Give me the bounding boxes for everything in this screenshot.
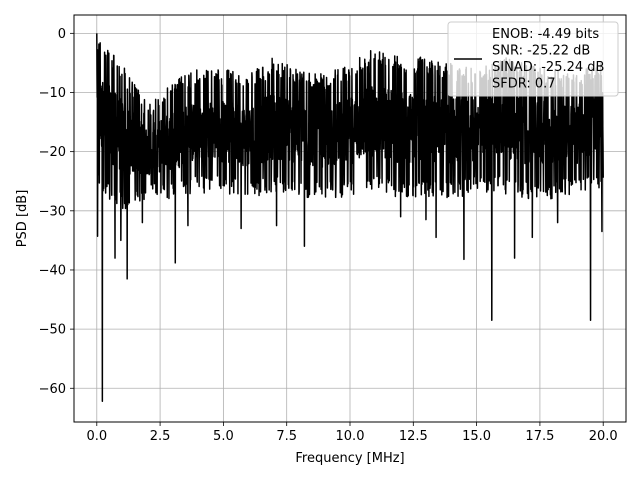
legend-entry-enob: ENOB: -4.49 bits (492, 27, 599, 42)
psd-trace-line (96, 33, 604, 403)
x-tick-label: 7.5 (276, 429, 297, 444)
x-tick-label: 15.0 (462, 429, 491, 444)
y-tick-label: −30 (39, 204, 66, 219)
y-tick-label: −50 (39, 323, 66, 338)
y-tick-label: 0 (58, 27, 66, 42)
legend-entry-sfdr: SFDR: 0.7 (492, 77, 556, 92)
x-tick-label: 10.0 (336, 429, 365, 444)
y-tick-label: −10 (39, 86, 66, 101)
legend-box (447, 21, 619, 97)
x-tick-label: 17.5 (525, 429, 554, 444)
y-tick-label: −20 (39, 145, 66, 160)
y-tick-label: −60 (39, 382, 66, 397)
legend-entry-sinad: SINAD: -25.24 dB (492, 60, 604, 75)
x-tick-label: 0.0 (86, 429, 107, 444)
x-tick-label: 20.0 (589, 429, 618, 444)
legend: ENOB: -4.49 bits SNR: -25.22 dB SINAD: -… (447, 21, 619, 97)
x-axis-label: Frequency [MHz] (295, 451, 404, 466)
legend-entry-snr: SNR: -25.22 dB (492, 44, 590, 59)
psd-series (96, 33, 604, 403)
x-tick-label: 12.5 (399, 429, 428, 444)
x-tick-label: 2.5 (150, 429, 171, 444)
y-tick-label: −40 (39, 263, 66, 278)
x-tick-label: 5.0 (213, 429, 234, 444)
axis-ticks: 0.0 2.5 5.0 7.5 10.0 12.5 15.0 17.5 20.0 0 −10 −20 −… (39, 27, 618, 444)
y-axis-label: PSD [dB] (15, 190, 30, 248)
